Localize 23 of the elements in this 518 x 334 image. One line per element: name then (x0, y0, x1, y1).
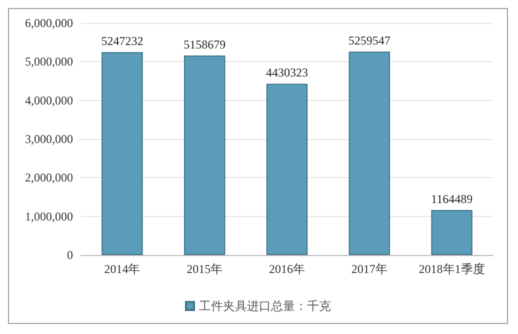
legend-label: 工件夹具进口总量：千克 (199, 299, 331, 313)
y-tick-label: 5,000,000 (25, 54, 73, 69)
bar (431, 210, 472, 255)
bar (348, 52, 390, 255)
bar (102, 52, 143, 255)
x-tick-label: 2014年 (104, 262, 140, 276)
x-tick-label: 2015年 (186, 262, 223, 276)
y-tick-label: 6,000,000 (25, 16, 73, 30)
data-label: 5247232 (101, 34, 144, 48)
bar (266, 84, 308, 255)
data-label: 5158679 (184, 38, 226, 52)
data-label: 4430323 (266, 66, 308, 80)
y-tick-label: 4,000,000 (25, 93, 73, 108)
data-label: 1164489 (431, 192, 473, 206)
y-tick-label: 0 (67, 248, 73, 262)
data-label: 5259547 (348, 34, 390, 48)
x-tick-label: 2016年 (269, 262, 305, 276)
x-tick-label: 2018年1季度 (418, 262, 485, 276)
bar (184, 56, 226, 255)
y-tick-label: 3,000,000 (25, 132, 73, 146)
x-tick-label: 2017年 (351, 262, 388, 276)
y-tick-label: 1,000,000 (25, 209, 73, 224)
y-tick-label: 2,000,000 (25, 170, 73, 185)
